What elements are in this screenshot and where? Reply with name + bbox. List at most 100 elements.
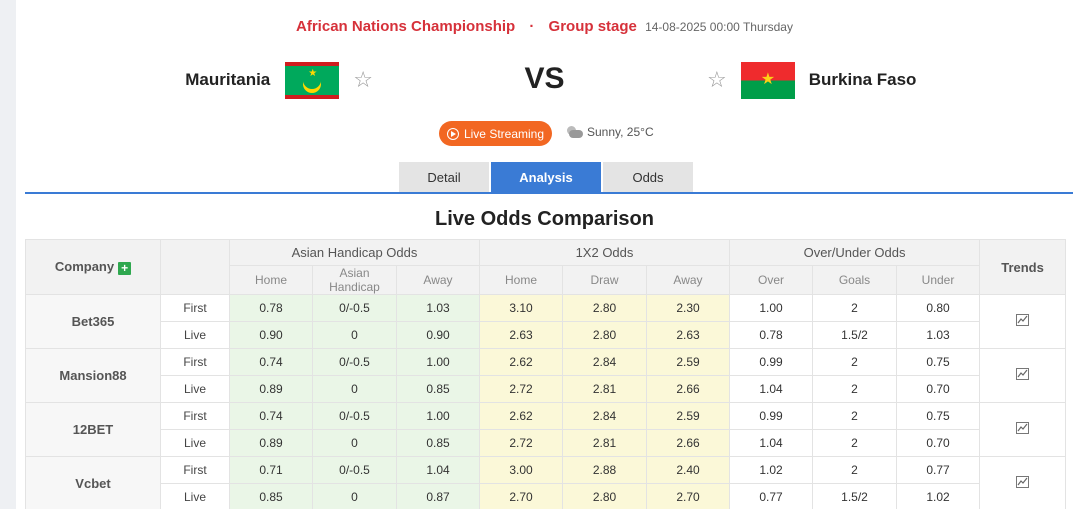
ou-goals[interactable]: 1.5/2: [812, 483, 897, 509]
x12-draw-odds[interactable]: 2.80: [562, 483, 647, 509]
company-name[interactable]: Vcbet: [25, 456, 161, 509]
ah-home-odds[interactable]: 0.85: [229, 483, 313, 509]
x12-away-odds[interactable]: 2.40: [646, 456, 730, 484]
ou-goals[interactable]: 1.5/2: [812, 321, 897, 349]
tab-odds[interactable]: Odds: [603, 162, 693, 193]
x12-away-odds[interactable]: 2.70: [646, 483, 730, 509]
ou-goals[interactable]: 2: [812, 456, 897, 484]
ah-home-odds[interactable]: 0.89: [229, 375, 313, 403]
ou-over-odds[interactable]: 1.02: [729, 456, 813, 484]
x12-home-odds[interactable]: 3.10: [479, 294, 563, 322]
ou-over-odds[interactable]: 0.78: [729, 321, 813, 349]
x12-away-odds[interactable]: 2.59: [646, 348, 730, 376]
x12-home-odds[interactable]: 3.00: [479, 456, 563, 484]
company-name[interactable]: 12BET: [25, 402, 161, 457]
ou-under-odds[interactable]: 0.77: [895, 456, 981, 484]
ah-handicap[interactable]: 0/-0.5: [312, 456, 397, 484]
ou-under-odds[interactable]: 1.02: [895, 483, 981, 509]
x12-draw-odds[interactable]: 2.88: [562, 456, 647, 484]
trend-chart-icon[interactable]: [1016, 476, 1030, 488]
x12-home-odds[interactable]: 2.70: [479, 483, 563, 509]
x12-draw-odds[interactable]: 2.80: [562, 321, 647, 349]
ou-goals[interactable]: 2: [812, 375, 897, 403]
tab-analysis[interactable]: Analysis: [491, 162, 601, 193]
ou-over-odds[interactable]: 0.77: [729, 483, 813, 509]
x12-draw-odds[interactable]: 2.84: [562, 348, 647, 376]
ou-over-odds[interactable]: 0.99: [729, 402, 813, 430]
ah-home-odds[interactable]: 0.78: [229, 294, 313, 322]
ah-away-odds[interactable]: 0.85: [396, 429, 480, 457]
ah-home-odds[interactable]: 0.90: [229, 321, 313, 349]
ou-over-odds[interactable]: 1.04: [729, 375, 813, 403]
x12-away-odds[interactable]: 2.63: [646, 321, 730, 349]
weather-text: Sunny, 25°C: [587, 125, 654, 139]
x12-home-odds[interactable]: 2.72: [479, 375, 563, 403]
separator-dot: ·: [529, 18, 535, 35]
x12-home-odds[interactable]: 2.63: [479, 321, 563, 349]
x12-home-odds[interactable]: 2.72: [479, 429, 563, 457]
trend-chart-icon[interactable]: [1016, 368, 1030, 380]
ah-handicap[interactable]: 0: [312, 483, 397, 509]
ah-home-odds[interactable]: 0.71: [229, 456, 313, 484]
ou-over-odds[interactable]: 1.00: [729, 294, 813, 322]
company-name[interactable]: Mansion88: [25, 348, 161, 403]
competition-name[interactable]: African Nations Championship: [296, 18, 516, 35]
ah-home-odds[interactable]: 0.74: [229, 348, 313, 376]
page: African Nations Championship · Group sta…: [16, 0, 1073, 509]
ou-under-odds[interactable]: 0.70: [895, 375, 981, 403]
ah-handicap-header: Asian Handicap: [312, 265, 397, 295]
ah-handicap[interactable]: 0/-0.5: [312, 348, 397, 376]
ou-goals[interactable]: 2: [812, 429, 897, 457]
ah-home-odds[interactable]: 0.74: [229, 402, 313, 430]
ah-handicap[interactable]: 0: [312, 375, 397, 403]
x12-home-odds[interactable]: 2.62: [479, 402, 563, 430]
ah-home-odds[interactable]: 0.89: [229, 429, 313, 457]
table-row: Bet365 First 0.78 0/-0.5 1.03 3.10 2.80 2.30 1.0…: [25, 294, 1067, 349]
ou-under-odds[interactable]: 0.75: [895, 402, 981, 430]
ou-under-odds[interactable]: 0.75: [895, 348, 981, 376]
x12-away-odds[interactable]: 2.66: [646, 375, 730, 403]
trend-chart-icon[interactable]: [1016, 314, 1030, 326]
live-streaming-button[interactable]: Live Streaming: [439, 121, 552, 146]
ah-handicap[interactable]: 0: [312, 429, 397, 457]
away-team-name[interactable]: Burkina Faso: [808, 70, 917, 89]
x12-home-odds[interactable]: 2.62: [479, 348, 563, 376]
ou-over-odds[interactable]: 0.99: [729, 348, 813, 376]
x12-draw-odds[interactable]: 2.80: [562, 294, 647, 322]
ah-away-odds[interactable]: 1.04: [396, 456, 480, 484]
ou-over-odds[interactable]: 1.04: [729, 429, 813, 457]
x12-draw-odds[interactable]: 2.84: [562, 402, 647, 430]
ah-away-odds[interactable]: 1.00: [396, 348, 480, 376]
ah-away-odds[interactable]: 0.87: [396, 483, 480, 509]
x12-away-odds[interactable]: 2.30: [646, 294, 730, 322]
ou-goals[interactable]: 2: [812, 294, 897, 322]
ou-goals[interactable]: 2: [812, 348, 897, 376]
x12-draw-odds[interactable]: 2.81: [562, 375, 647, 403]
tab-detail[interactable]: Detail: [399, 162, 489, 193]
ah-away-odds[interactable]: 0.90: [396, 321, 480, 349]
trend-chart-icon[interactable]: [1016, 422, 1030, 434]
favorite-star-icon[interactable]: ☆: [353, 67, 373, 92]
ah-handicap[interactable]: 0/-0.5: [312, 294, 397, 322]
x12-away-odds[interactable]: 2.59: [646, 402, 730, 430]
company-name[interactable]: Bet365: [25, 294, 161, 349]
home-team-name[interactable]: Mauritania: [185, 70, 271, 89]
ah-handicap[interactable]: 0/-0.5: [312, 402, 397, 430]
ou-under-odds[interactable]: 0.70: [895, 429, 981, 457]
competition-stage[interactable]: Group stage: [548, 18, 637, 35]
ou-under-odds[interactable]: 1.03: [895, 321, 981, 349]
odds-body: Bet365 First 0.78 0/-0.5 1.03 3.10 2.80 2.30 1.0…: [25, 294, 1067, 509]
ou-under-odds[interactable]: 0.80: [895, 294, 981, 322]
plus-icon[interactable]: +: [118, 262, 132, 275]
x12-draw-odds[interactable]: 2.81: [562, 429, 647, 457]
ah-away-odds[interactable]: 0.85: [396, 375, 480, 403]
ou-goals[interactable]: 2: [812, 402, 897, 430]
favorite-star-icon[interactable]: ☆: [707, 67, 727, 92]
odds-type: First: [160, 348, 230, 376]
x12-away-odds[interactable]: 2.66: [646, 429, 730, 457]
ah-handicap[interactable]: 0: [312, 321, 397, 349]
odds-type: First: [160, 402, 230, 430]
company-header-label: Company: [54, 259, 115, 274]
ah-away-odds[interactable]: 1.00: [396, 402, 480, 430]
ah-away-odds[interactable]: 1.03: [396, 294, 480, 322]
